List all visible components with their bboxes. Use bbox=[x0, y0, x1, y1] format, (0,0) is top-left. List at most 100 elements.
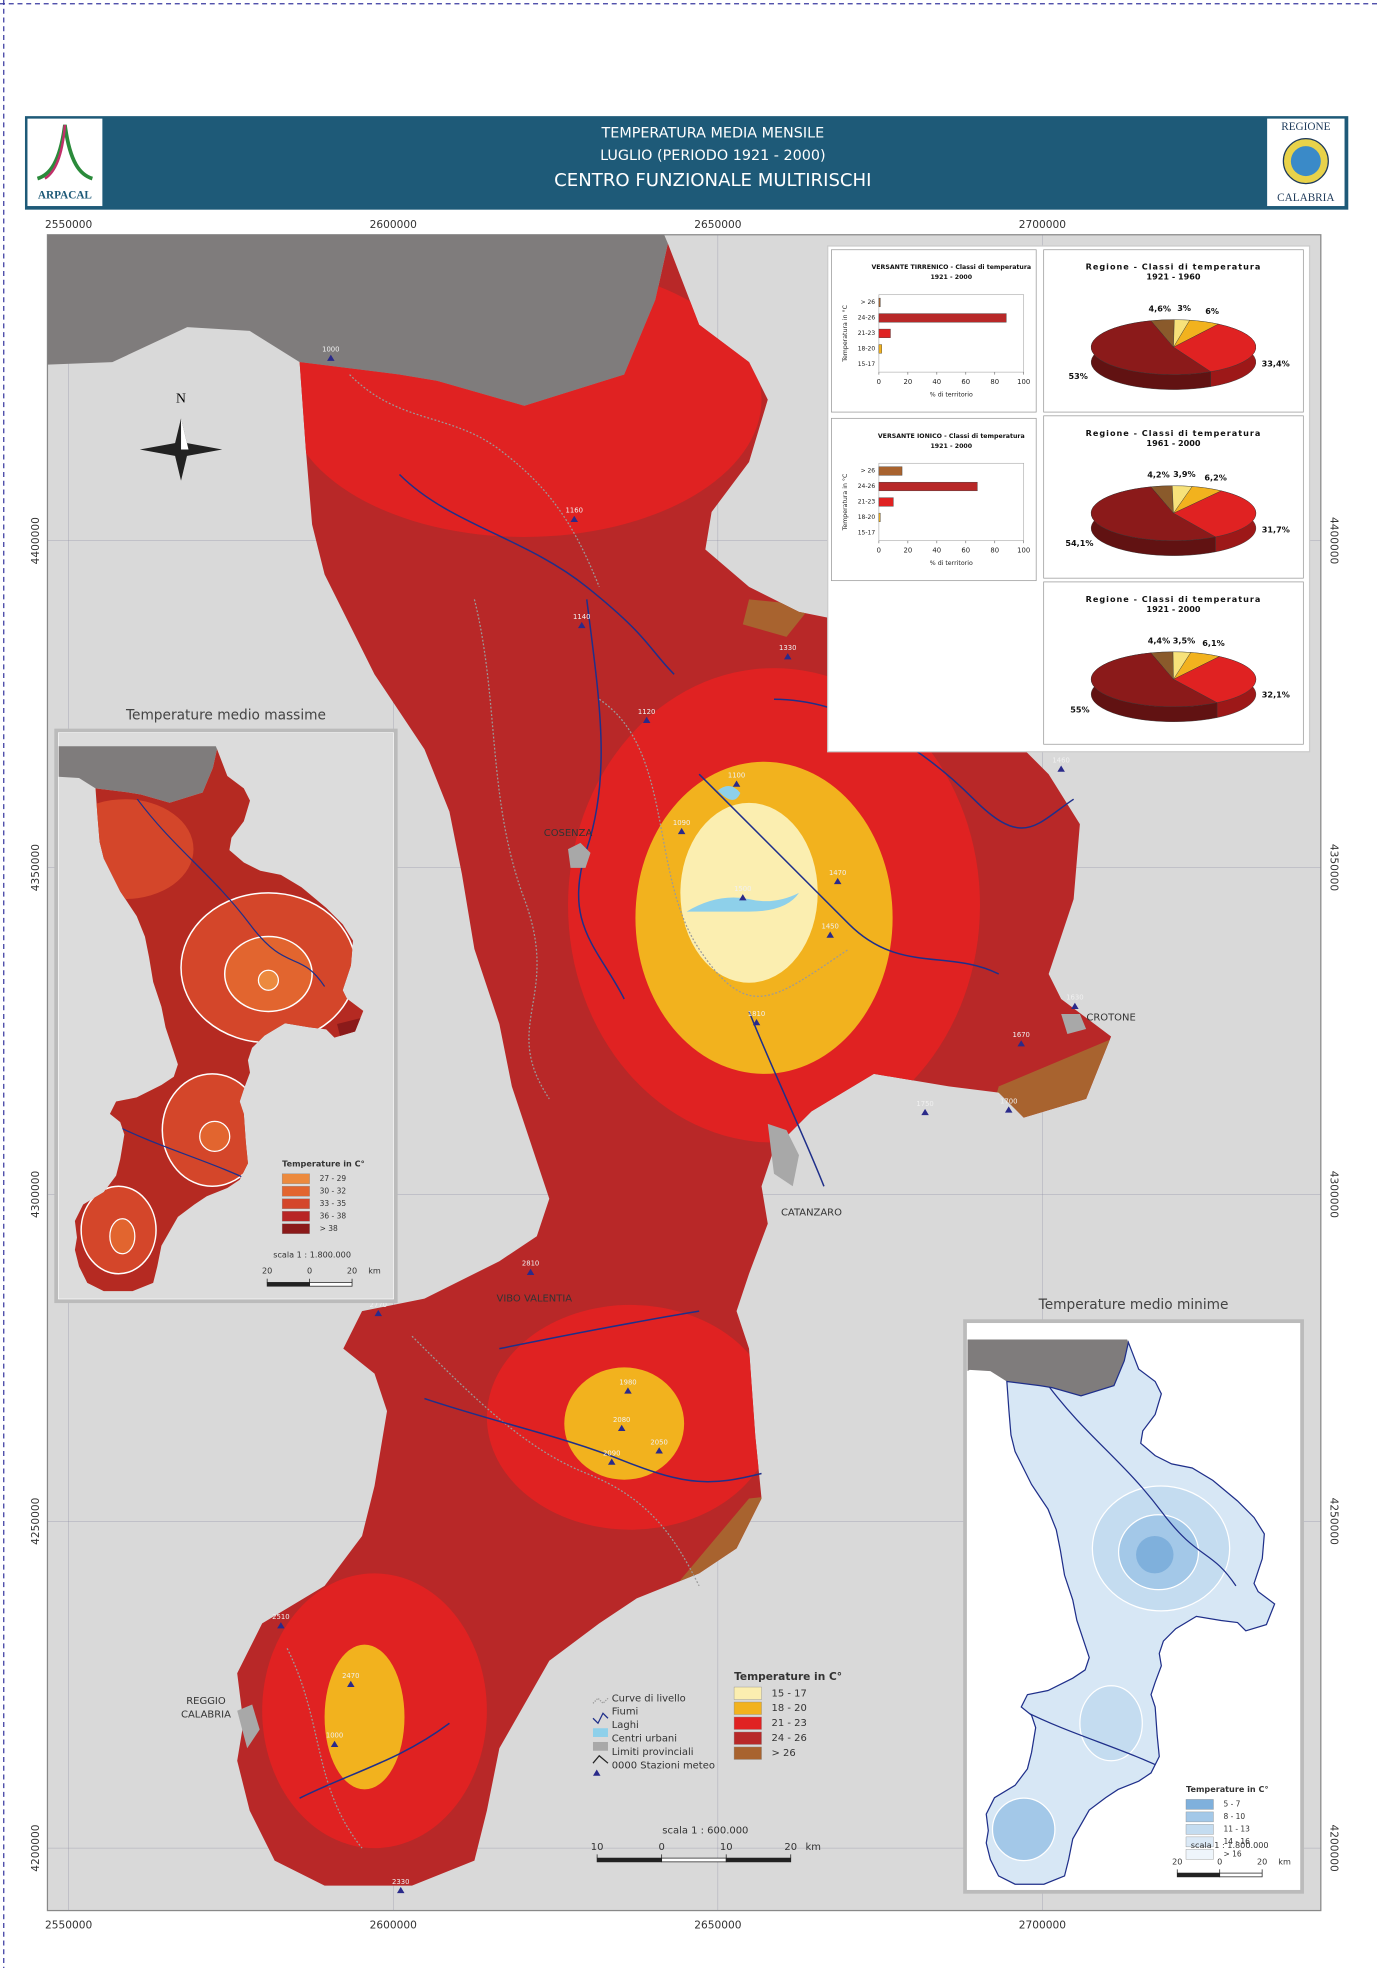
lake bbox=[686, 892, 799, 912]
pie-value-label: 54,1% bbox=[1065, 538, 1093, 548]
station-marker bbox=[1017, 1040, 1025, 1047]
station-label: 1000 bbox=[322, 346, 339, 354]
northing-label: 4300000 bbox=[29, 1171, 42, 1219]
header-organization: CENTRO FUNZIONALE MULTIRISCHI bbox=[554, 170, 871, 191]
x-axis-label: % di territorio bbox=[930, 392, 973, 399]
logo-mark bbox=[44, 124, 67, 180]
pie-tops bbox=[1090, 651, 1257, 707]
header-title: TEMPERATURA MEDIA MENSILE bbox=[601, 126, 825, 142]
scale-segment bbox=[1219, 1872, 1263, 1878]
station-marker bbox=[374, 1309, 383, 1317]
lake bbox=[717, 786, 741, 800]
station-marker bbox=[642, 716, 651, 724]
y-tick-label: 15-17 bbox=[858, 361, 876, 368]
pie-slice bbox=[1173, 490, 1257, 538]
easting-label: 2700000 bbox=[1019, 218, 1066, 231]
urban-area bbox=[1061, 1013, 1087, 1034]
scale-tick-label: 20 bbox=[784, 1842, 797, 1853]
pie-slice bbox=[1090, 320, 1212, 375]
inset-zones bbox=[74, 798, 364, 1275]
scale-unit: km bbox=[1278, 1856, 1291, 1866]
contour bbox=[349, 374, 600, 588]
station-marker bbox=[327, 354, 335, 361]
inset-max: Temperature medio massime bbox=[54, 708, 398, 1304]
station-marker bbox=[732, 780, 741, 787]
pie-tops bbox=[1090, 319, 1257, 375]
legend-title: Temperature in C° bbox=[282, 1158, 365, 1168]
legend-swatch bbox=[733, 1686, 762, 1700]
station-marker bbox=[833, 877, 842, 885]
river bbox=[748, 1011, 825, 1187]
scale-tick-label: 0 bbox=[1217, 1856, 1222, 1866]
main-legend: Curve di livello Fiumi Laghi Centri urbani L… bbox=[592, 1693, 715, 1776]
north-label: N bbox=[176, 391, 186, 406]
pie-value-label: 55% bbox=[1070, 704, 1089, 714]
x-tick-label: 80 bbox=[990, 378, 999, 386]
chart-subtitle: 1921 - 2000 bbox=[930, 443, 972, 450]
river bbox=[299, 1722, 450, 1799]
scale-segment bbox=[1176, 1872, 1221, 1878]
station-marker bbox=[826, 931, 834, 938]
station-label: 1630 bbox=[1066, 994, 1083, 1002]
bar bbox=[878, 512, 881, 522]
station-label: 1670 bbox=[1012, 1031, 1029, 1039]
easting-label: 2600000 bbox=[370, 218, 417, 231]
station-marker bbox=[1004, 1106, 1013, 1113]
pie-slice bbox=[1173, 656, 1257, 703]
bar bbox=[878, 481, 978, 492]
river bbox=[398, 473, 675, 675]
station-label: 1090 bbox=[673, 819, 690, 827]
bar bbox=[878, 466, 903, 476]
easting-label: 2650000 bbox=[694, 1919, 741, 1932]
inset-zones bbox=[991, 1385, 1237, 1862]
bar bbox=[878, 497, 894, 507]
x-axis-label: % di territorio bbox=[930, 560, 973, 567]
legend-swatch bbox=[281, 1223, 310, 1234]
station-marker bbox=[330, 1740, 339, 1747]
scale-tick-label: 20 bbox=[262, 1266, 272, 1276]
pie-value-label: 3% bbox=[1177, 303, 1191, 313]
station-label: 1000 bbox=[326, 1732, 343, 1740]
x-tick-label: 40 bbox=[932, 378, 941, 386]
station-label: 1500 bbox=[734, 885, 751, 893]
pie-value-label: 6,1% bbox=[1202, 638, 1224, 648]
scale-unit: km bbox=[368, 1266, 381, 1276]
legend-swatch bbox=[1185, 1824, 1214, 1835]
header-subtitle: LUGLIO (PERIODO 1921 - 2000) bbox=[600, 148, 826, 164]
pie-value-label: 6% bbox=[1205, 306, 1219, 316]
x-tick-label: 100 bbox=[1017, 547, 1030, 555]
legend-label: 14 - 16 bbox=[1223, 1837, 1250, 1846]
station-label: 1330 bbox=[779, 644, 796, 652]
place-label: CALABRIA bbox=[181, 1710, 231, 1721]
station-marker bbox=[752, 1018, 761, 1026]
bar-chart: VERSANTE IONICO - Classi di temperatura 1… bbox=[831, 417, 1037, 582]
northing-label: 4350000 bbox=[29, 844, 42, 892]
station-label: 1700 bbox=[1000, 1097, 1017, 1105]
scale-unit: km bbox=[805, 1842, 820, 1853]
station-marker bbox=[739, 894, 747, 901]
legend-symbols bbox=[592, 1697, 609, 1776]
scale-tick-label: 20 bbox=[347, 1266, 357, 1276]
station-marker bbox=[1071, 1002, 1079, 1009]
chart-subtitle: 1921 - 2000 bbox=[1146, 604, 1201, 614]
station-label: 2090 bbox=[603, 1450, 620, 1458]
scale-label: scala 1 : 600.000 bbox=[662, 1826, 748, 1837]
legend-label: 36 - 38 bbox=[320, 1211, 347, 1220]
legend-label: 24 - 26 bbox=[772, 1733, 807, 1744]
river bbox=[577, 599, 625, 1000]
symbol-boundary bbox=[592, 1754, 609, 1764]
logo-text: CALABRIA bbox=[1277, 192, 1335, 204]
pie-value-label: 3,5% bbox=[1173, 635, 1195, 645]
y-tick-label: 18-20 bbox=[858, 345, 876, 352]
stations: 1000116011401330112011001090147015001450… bbox=[272, 346, 1084, 1894]
legend-label: 21 - 23 bbox=[772, 1718, 807, 1729]
inset-min: Temperature medio minime bbox=[963, 1297, 1304, 1894]
urban-areas bbox=[237, 842, 1087, 1749]
legend-swatch bbox=[1185, 1836, 1214, 1848]
chart-title: Regione - Classi di temperatura bbox=[1086, 262, 1262, 272]
chart-title: Regione - Classi di temperatura bbox=[1086, 594, 1262, 604]
station-label: 2470 bbox=[342, 1672, 359, 1680]
northing-label: 4400000 bbox=[1327, 517, 1340, 565]
